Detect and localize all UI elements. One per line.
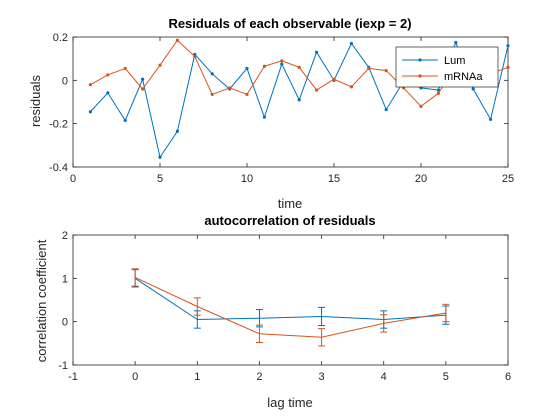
residuals-plot: Residuals of each observable (iexp = 2) … <box>28 16 514 211</box>
data-point-lum <box>315 50 319 54</box>
residuals-plot-ylabel: residuals <box>28 74 43 127</box>
residuals-ytick-label: -0.4 <box>49 162 68 174</box>
residuals-ytick-label: -0.2 <box>49 119 68 131</box>
autocorr-xtick-label: 0 <box>132 371 138 383</box>
data-point-mrnaa <box>158 63 162 67</box>
autocorr-ytick-label: 2 <box>62 230 68 242</box>
data-point-mrnaa <box>384 68 388 73</box>
legend-box <box>395 46 499 88</box>
legend-marker-mrnaa <box>418 74 422 78</box>
data-point-lum <box>454 40 458 45</box>
residuals-xtick-label: 15 <box>328 173 340 185</box>
autocorr-xtick-label: 2 <box>256 371 262 383</box>
data-point-mrnaa <box>88 83 92 87</box>
data-point-mrnaa <box>315 88 319 92</box>
data-point-lum <box>262 115 266 119</box>
data-point-lum <box>88 110 92 114</box>
residuals-xtick-label: 10 <box>241 173 253 185</box>
data-point-lum <box>175 129 179 133</box>
data-point-mrnaa <box>506 65 510 69</box>
data-point-mrnaa <box>245 92 249 97</box>
data-point-lum <box>489 117 493 121</box>
autocorrelation-plot-title: autocorrelation of residuals <box>204 213 375 228</box>
data-point-lum <box>297 98 301 102</box>
autocorr-xtick-label: 1 <box>194 371 200 383</box>
legend-label-mrnaa: mRNAa <box>444 71 483 83</box>
autocorr-line-1 <box>134 277 446 338</box>
autocorr-axes-box <box>72 234 509 366</box>
autocorr-ytick-label: 1 <box>62 273 68 285</box>
autocorr-xtick-label: -1 <box>68 371 78 383</box>
autocorr-line-0 <box>134 277 446 321</box>
data-point-lum <box>436 88 440 92</box>
data-point-lum <box>123 118 127 123</box>
autocorrelation-plot-xlabel: lag time <box>267 395 313 410</box>
data-point-mrnaa <box>193 54 197 59</box>
legend: Lum mRNAa <box>395 46 499 88</box>
data-point-mrnaa <box>262 64 266 68</box>
residuals-plot-xlabel: time <box>278 196 303 211</box>
data-point-mrnaa <box>123 66 127 71</box>
data-point-lum <box>141 77 145 81</box>
data-point-lum <box>158 155 162 159</box>
residuals-ytick-label: 0 <box>62 75 68 87</box>
data-point-mrnaa <box>367 66 371 71</box>
residuals-ytick-label: 0.2 <box>53 32 68 44</box>
data-point-mrnaa <box>297 65 301 69</box>
residuals-xtick-label: 25 <box>502 173 514 185</box>
autocorr-xtick-label: 5 <box>443 371 449 383</box>
legend-label-lum: Lum <box>444 55 465 67</box>
data-point-lum <box>280 62 284 66</box>
data-point-mrnaa <box>419 104 423 108</box>
data-point-mrnaa <box>210 92 214 97</box>
autocorrelation-plot: autocorrelation of residuals -1 0 1 2 3 4 5 6 -1… <box>34 213 511 410</box>
data-point-mrnaa <box>349 85 353 89</box>
data-point-mrnaa <box>141 87 145 91</box>
data-point-lum <box>210 72 214 76</box>
data-point-mrnaa <box>280 59 284 63</box>
data-point-mrnaa <box>175 38 179 42</box>
autocorrelation-plot-ylabel: correlation coefficient <box>34 239 49 362</box>
autocorr-xtick-label: 4 <box>381 371 387 383</box>
data-point-mrnaa <box>436 91 440 95</box>
data-point-lum <box>384 107 388 112</box>
autocorr-ytick-label: 0 <box>62 317 68 329</box>
autocorr-xtick-label: 6 <box>505 371 511 383</box>
residuals-xtick-label: 0 <box>70 173 76 185</box>
legend-marker-lum <box>418 58 422 62</box>
residuals-plot-title: Residuals of each observable (iexp = 2) <box>168 16 411 31</box>
data-point-lum <box>471 87 475 91</box>
data-point-lum <box>349 41 353 46</box>
autocorr-ytick-label: -1 <box>58 360 68 372</box>
data-point-mrnaa <box>228 86 232 90</box>
autocorr-xtick-label: 3 <box>319 371 325 383</box>
data-point-lum <box>506 44 510 48</box>
data-point-lum <box>245 66 249 71</box>
data-point-lum <box>106 91 110 95</box>
data-point-mrnaa <box>106 73 110 77</box>
data-point-mrnaa <box>332 77 336 81</box>
residuals-xtick-label: 20 <box>415 173 427 185</box>
residuals-xtick-label: 5 <box>157 173 163 185</box>
